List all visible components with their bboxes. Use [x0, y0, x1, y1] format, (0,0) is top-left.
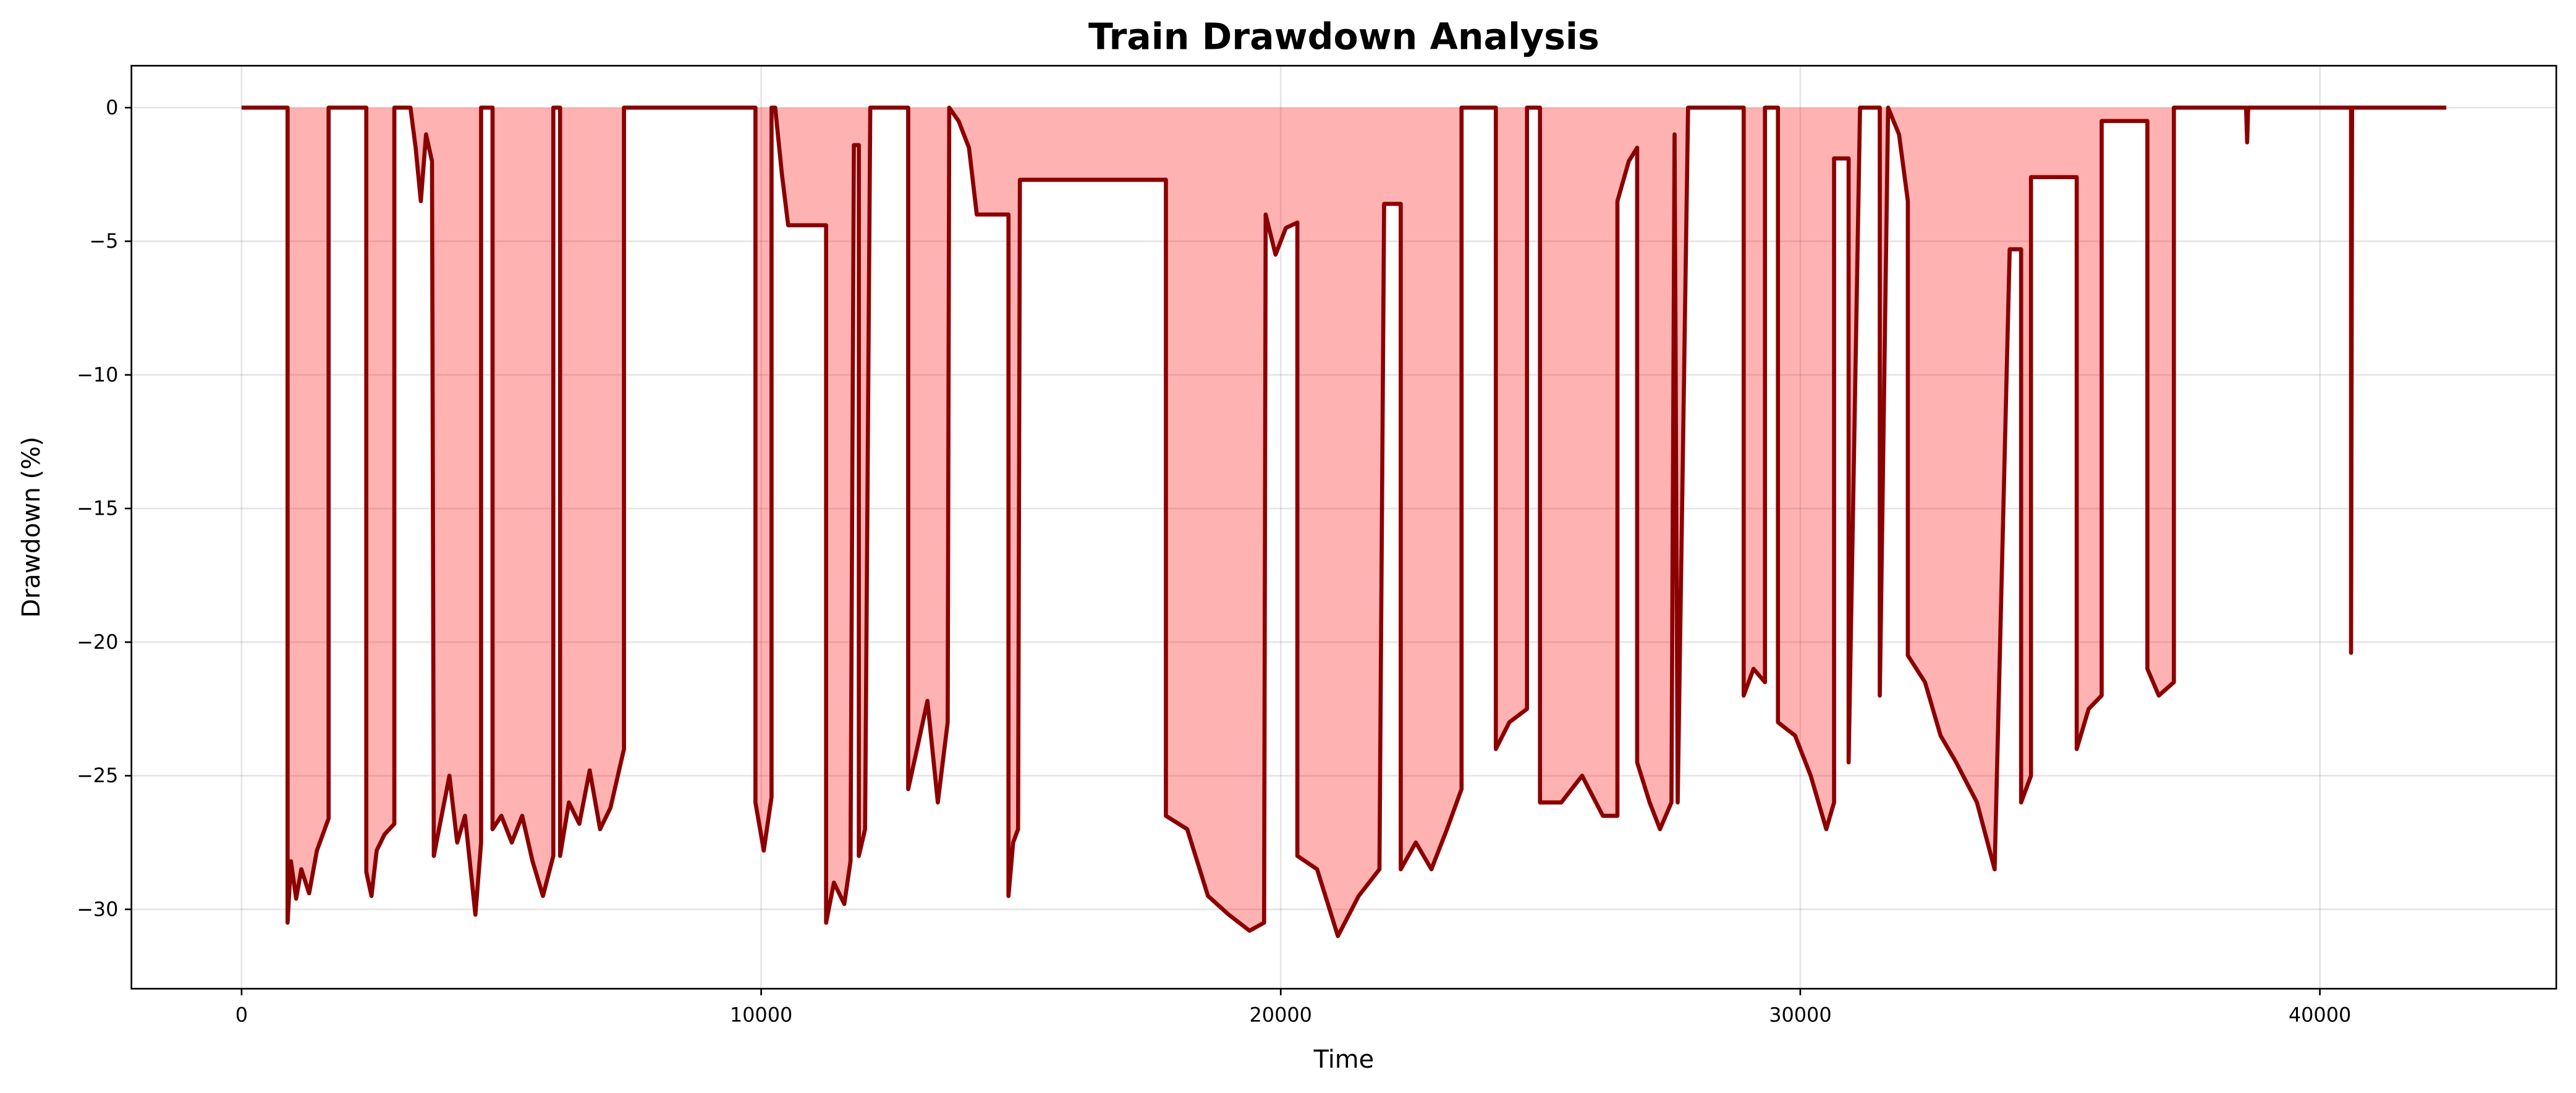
- y-axis-label: Drawdown (%): [17, 437, 46, 618]
- y-tick-label: −20: [77, 630, 118, 654]
- y-tick-label: −30: [77, 897, 118, 921]
- drawdown-line: [241, 105, 2447, 939]
- y-tick-label: −10: [77, 363, 118, 386]
- y-tick-label: 0: [106, 96, 118, 119]
- x-tick-label: 40000: [2289, 1003, 2351, 1026]
- x-tick-label: 10000: [730, 1003, 792, 1026]
- x-tick-label: 30000: [1769, 1003, 1831, 1026]
- x-axis-label: Time: [1313, 1045, 1375, 1074]
- chart-title: Train Drawdown Analysis: [1088, 16, 1599, 58]
- x-tick-label: 20000: [1250, 1003, 1312, 1026]
- drawdown-area: [241, 108, 2447, 937]
- x-tick-label: 0: [235, 1003, 248, 1026]
- y-tick-label: −5: [89, 229, 118, 253]
- y-tick-label: −25: [77, 764, 118, 787]
- plot-frame: [130, 64, 2557, 990]
- y-tick-label: −15: [77, 497, 118, 520]
